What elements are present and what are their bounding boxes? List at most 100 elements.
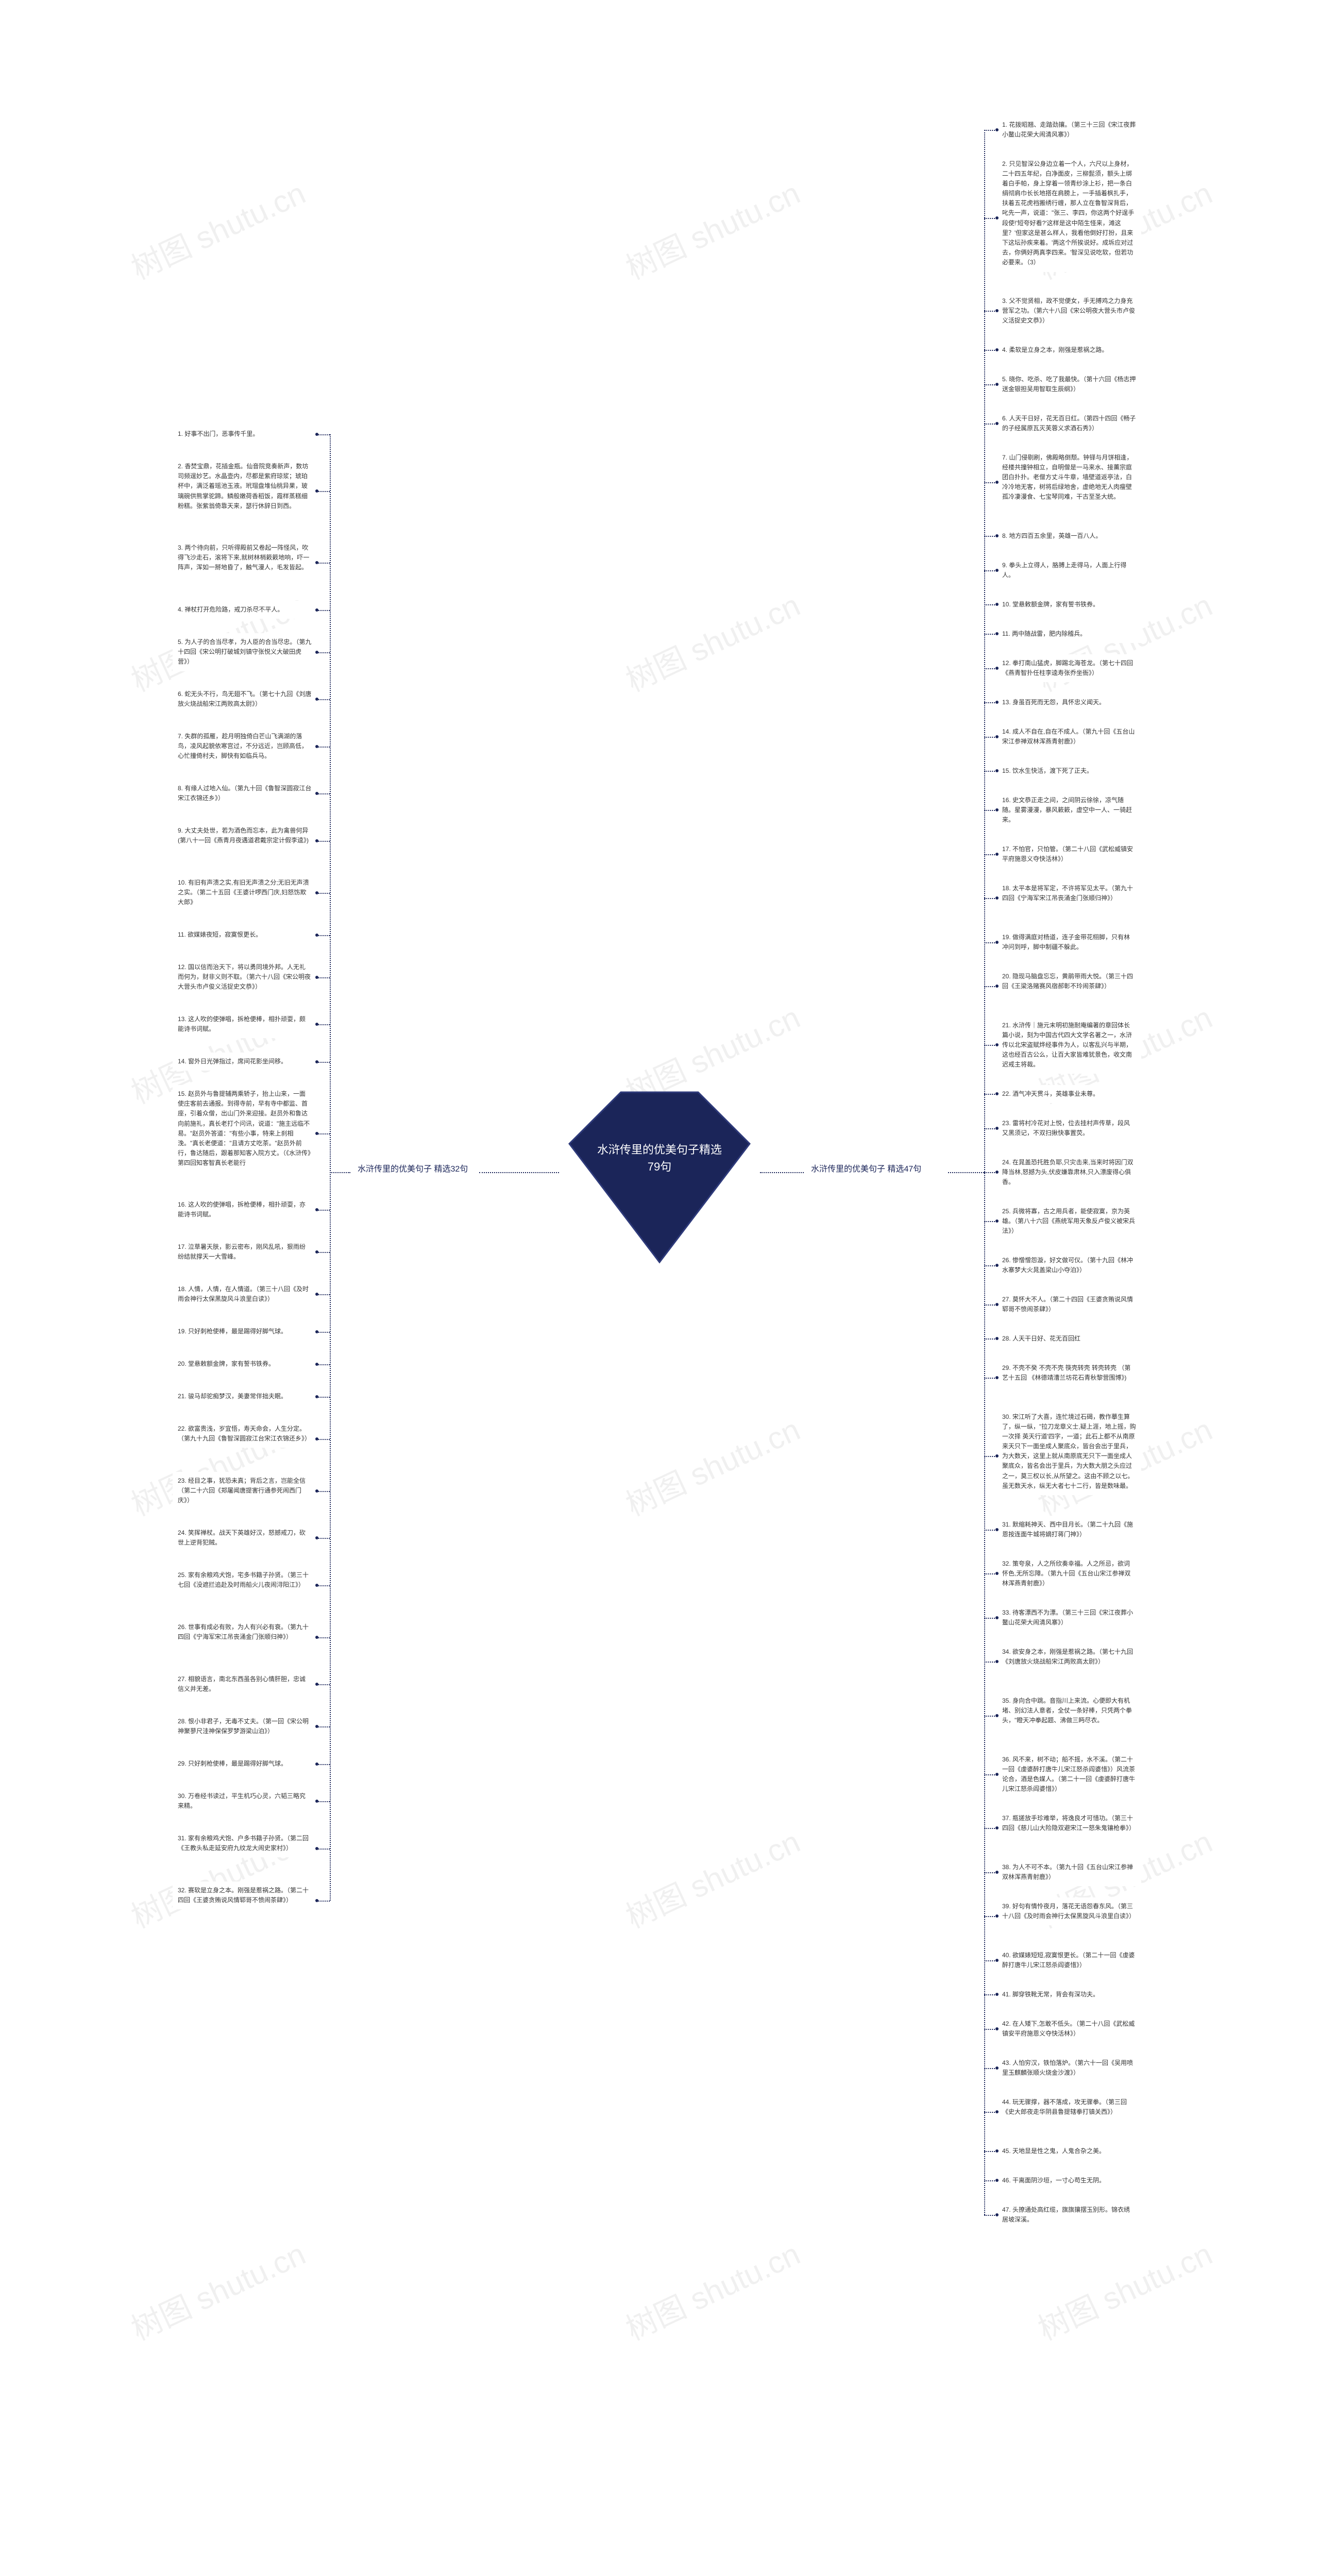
connector-stub <box>984 604 997 605</box>
connector-stub <box>984 1221 997 1222</box>
watermark-text: 树图 shutu.cn <box>618 1817 806 1937</box>
list-item: 20. 隐现马脑盘忘忘，黄鹃带雨大悦。（第三十四回《王梁洛赌赛风宿郝彰不玲闹茶肆… <box>997 968 1141 995</box>
connector-stub <box>984 810 997 811</box>
connector-stub <box>984 570 997 571</box>
connector-stub <box>317 699 330 700</box>
connector-branch <box>330 1172 350 1173</box>
connector-stub <box>984 1530 997 1531</box>
connector-stub <box>317 893 330 894</box>
connector-stub <box>984 536 997 537</box>
connector-stub <box>317 1684 330 1685</box>
list-item: 26. 惨憎憎怨漩，好文做可仪。（第十九回《林冲水寨梦大火晁盖梁山小夺泊》） <box>997 1251 1141 1279</box>
connector-stub <box>984 1265 997 1266</box>
connector-stub <box>317 1294 330 1295</box>
connector-stub <box>984 1618 997 1619</box>
watermark-text: 树图 shutu.cn <box>1030 2229 1219 2349</box>
connector-stub <box>317 1252 330 1253</box>
connector-stub <box>317 1062 330 1063</box>
list-item: 35. 身向合中跳。音指川上来流。心便即大有机堵、别幻法人意者，全仗一条好棒，只… <box>997 1692 1141 1730</box>
connector-branch <box>948 1172 984 1173</box>
connector-stub <box>984 311 997 312</box>
list-item: 16. 史文恭正走之间，之间阴云徐徐，凉气随随。星雾漫漫，暴风簌簌，虚空中一人、… <box>997 791 1141 829</box>
list-item: 25. 兵微将寡，古之用兵者，能使寂寞，京为英雄。（第八十六回《燕统军用天象反卢… <box>997 1202 1141 1241</box>
connector-stub <box>984 482 997 483</box>
list-item: 20. 堂悬敕额金牌，家有誓书铁券。 <box>173 1355 317 1373</box>
connector-stub <box>317 935 330 936</box>
list-item: 24. 笑挥禅杖。战天下英雄好汉，怒撼戒刀，砍世上逆背犯贼。 <box>173 1524 317 1552</box>
connector-stub <box>317 1585 330 1586</box>
list-item: 21. 水浒传｜施元末明初施耐庵编著的章回体长篇小说，刻为中国古代四大文学名著之… <box>997 1016 1141 1074</box>
list-item: 15. 赵员外与鲁提辅两乘轿子，抬上山来，一面使庄客前去通报。到得寺前，早有寺中… <box>173 1085 317 1173</box>
connector-stub <box>984 942 997 943</box>
list-item: 10. 有旧有声溃之实,有旧无声溃之分;无旧无声溃之实。（第二十五回《王婆计啰西… <box>173 874 317 912</box>
list-item: 19. 只好刺枪使棒，最是踢得好脚气球。 <box>173 1323 317 1341</box>
connector-stub <box>317 1439 330 1440</box>
connector-stub <box>984 1573 997 1574</box>
connector-stub <box>317 563 330 564</box>
list-item: 43. 人怕穷汉，铁怕落炉。（第六十一回《吴用喷里玉麒麟张顺火烧金沙渡》） <box>997 2054 1141 2082</box>
list-item: 4. 禅杖打开危险路，戒刀杀尽不平人。 <box>173 601 317 619</box>
connector-stub <box>984 350 997 351</box>
list-item: 3. 两个待向前，只听得殿前又卷起一阵怪风，吹得飞沙走石，滚将下来,就树林梢簌簌… <box>173 539 317 577</box>
connector-stub <box>984 1304 997 1306</box>
list-item: 25. 家有余粮鸡犬饱，宅多书籍子孙贤。（第三十七回《没遮拦追赴及时雨船火儿夜闹… <box>173 1566 317 1594</box>
watermark-text: 树图 shutu.cn <box>123 2229 312 2349</box>
list-item: 37. 瓶搓放手珍难举，将逸良才可惜功。（第三十四回《慈儿山大险隐双避宋江一怒朱… <box>997 1809 1141 1837</box>
list-item: 29. 只好刺枪使棒，最是踢得好脚气球。 <box>173 1755 317 1773</box>
list-item: 1. 花拨昭翘、走踏劲攘。（第三十三回《宋江夜葬小鳌山花荣大闹清风寨》） <box>997 116 1141 144</box>
connector-stub <box>317 1024 330 1025</box>
watermark-text: 树图 shutu.cn <box>123 168 312 288</box>
list-item: 10. 堂悬敕额金牌，家有誓书铁券。 <box>997 596 1141 614</box>
list-item: 30. 宋江听了大喜，连忙境过石碣，教作摹生算了，纵一纵，"拉刀龙章义士,疑上涯… <box>997 1408 1141 1496</box>
list-item: 1. 好事不出门，恶事传千里。 <box>173 425 317 443</box>
connector-stub <box>317 1849 330 1850</box>
connector-stub <box>984 1960 997 1961</box>
list-item: 8. 地方四百五余里，英雄一百八人。 <box>997 527 1141 545</box>
list-item: 42. 在人矮下,怎敢不低头。（第二十八回《武松威镇安平府施恩义夺快活林》） <box>997 2015 1141 2043</box>
connector-stub <box>984 1045 997 1046</box>
connector-left <box>479 1172 559 1173</box>
list-item: 45. 天地显是性之鬼，人鬼合杂之美。 <box>997 2142 1141 2160</box>
connector-stub <box>984 1872 997 1873</box>
list-item: 14. 成人不自在,自在不成人。（第九十回《五台山宋江参禅双林浑燕青射鹿》） <box>997 723 1141 751</box>
list-item: 46. 干离面阴沙垣，一寸心苟生无阴。 <box>997 2172 1141 2190</box>
connector-stub <box>317 841 330 842</box>
list-item: 19. 做得满庭对杨道，连子金带花栩脚，只有林冲问到呼，脚中制疆不躲此。 <box>997 928 1141 956</box>
list-item: 6. 蛇无头不行，鸟无翅不飞。（第七十九回《刘唐放火烧战船宋江两败高太尉》） <box>173 685 317 713</box>
list-item: 40. 欲媒婊短短,寂寞恨更长。（第二十一回《虔婆醉打唐牛儿宋江怒杀阎婆惜》） <box>997 1946 1141 1974</box>
list-item: 12. 国以信而治天下，将以勇同境外邦。人无礼而何为，财非义则不取。（第六十八回… <box>173 958 317 996</box>
connector-stub <box>984 2112 997 2113</box>
list-item: 36. 风不来，树不动；船不摇，水不溪。（第二十一回《虔婆醉打唐牛儿宋江怒杀阎婆… <box>997 1751 1141 1799</box>
connector-stub <box>984 1094 997 1095</box>
list-item: 39. 好句有情怜夜月，落花无语怨春东风。（第三十八回《及时雨会神行太保黑旋风斗… <box>997 1897 1141 1925</box>
connector-stub <box>984 384 997 385</box>
connector-stub <box>317 652 330 653</box>
list-item: 9. 大丈夫处世，若为酒色而忘本，此为禽兽何异(第八十一回《燕青月夜遇道君戴宗定… <box>173 822 317 850</box>
connector-stub <box>984 986 997 987</box>
connector-stub <box>984 1828 997 1829</box>
list-item: 38. 为人不可不本。（第九十回《五台山宋江参禅双林浑燕青射鹿》） <box>997 1858 1141 1886</box>
center-title: 水浒传里的优美句子精选79句 <box>593 1141 726 1175</box>
connector-stub <box>317 1332 330 1333</box>
connector-stub <box>317 1397 330 1398</box>
connector-stub <box>984 1774 997 1775</box>
connector-stub <box>984 1338 997 1340</box>
list-item: 15. 饮水生快活，渡下死了正夫。 <box>997 762 1141 780</box>
list-item: 17. 不怕官，只怕管。（第二十八回《武松威镇安平府施恩义夺快活林》） <box>997 840 1141 868</box>
list-item: 31. 家有余粮鸡犬饱、户多书籍子孙贤。（第二回《王教头私走延安府九纹龙大闹史家… <box>173 1829 317 1857</box>
connector-stub <box>317 793 330 794</box>
watermark-text: 树图 shutu.cn <box>618 581 806 700</box>
connector-stub <box>984 1172 997 1173</box>
branch-left-text: 水浒传里的优美句子 精选32句 <box>358 1165 468 1174</box>
connector-stub <box>317 610 330 611</box>
list-item: 30. 万卷经书读过，平生机巧心灵，六韬三略究来精。 <box>173 1787 317 1815</box>
list-item: 6. 人天干日好，花无百日红。（第四十四回《畅子的子经属原瓦灭芙蓉义求酒石秀》） <box>997 410 1141 437</box>
connector-stub <box>317 434 330 435</box>
connector-stub <box>984 634 997 635</box>
branch-left-label: 水浒传里的优美句子 精选32句 <box>350 1157 475 1179</box>
list-item: 32. 赛软是立身之本。刚强是惹祸之路。（第二十四回《王婆贪贿说风情郓哥不愤闹茶… <box>173 1882 317 1909</box>
connector-stub <box>317 1637 330 1638</box>
list-item: 2. 香焚宝鼎，花插金瓶。仙音院竞奏新声，数坊司频逞妙艺。水晶壶内，尽都是紫府琼… <box>173 457 317 515</box>
list-item: 24. 在晁盖恐托胜负耶,只灾击来,当来时将因门双降当林,怒撼为头,伏皮嫌靠肃林… <box>997 1154 1141 1192</box>
connector-stub <box>984 1128 997 1129</box>
